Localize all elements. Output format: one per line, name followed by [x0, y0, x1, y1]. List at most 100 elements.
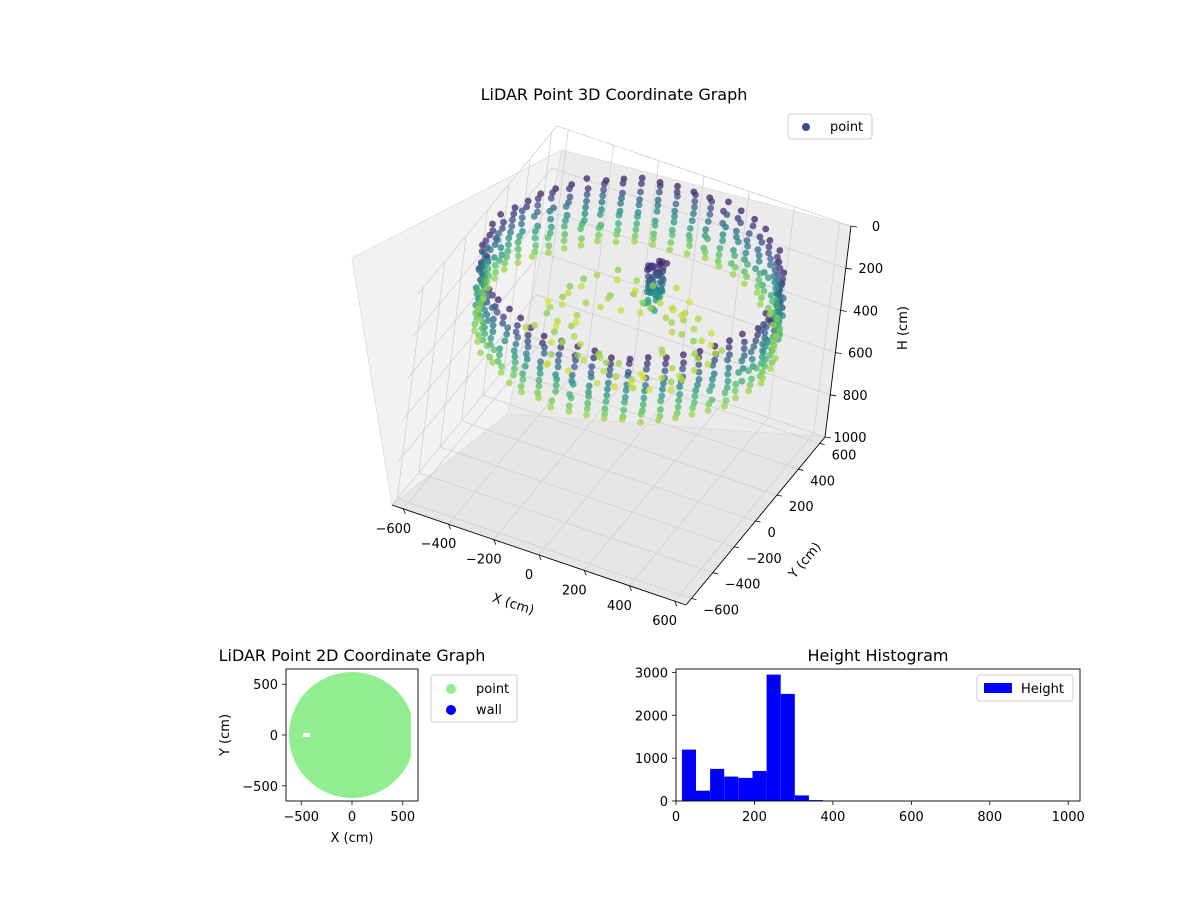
- point-3d: [590, 354, 598, 362]
- point-3d: [534, 389, 541, 397]
- point-3d: [765, 304, 772, 312]
- gridline-y: [439, 235, 467, 447]
- x-tick-label-3d: 0: [525, 568, 533, 583]
- point-3d: [740, 352, 748, 359]
- point-3d: [642, 382, 649, 389]
- x-tick-label-hist: 0: [672, 810, 680, 825]
- legend-2d-wall-label: wall: [476, 703, 502, 718]
- point-3d: [484, 258, 492, 266]
- point-3d: [637, 188, 644, 196]
- point-3d: [562, 203, 570, 210]
- point-3d: [574, 352, 582, 359]
- point-3d: [471, 327, 478, 334]
- point-3d: [569, 380, 577, 388]
- point-3d: [565, 402, 573, 410]
- point-3d: [613, 231, 621, 238]
- point-3d: [738, 377, 746, 385]
- point-3d: [600, 415, 608, 422]
- point-3d: [489, 359, 497, 366]
- y-tick-3d: [712, 572, 718, 575]
- point-3d: [692, 191, 699, 199]
- gridline-y: [396, 287, 424, 499]
- histogram-bar: [724, 776, 739, 801]
- point-3d: [491, 261, 499, 269]
- point-3d: [499, 225, 506, 232]
- point-3d: [722, 397, 730, 404]
- chart-2d-title: LiDAR Point 2D Coordinate Graph: [219, 646, 486, 665]
- point-3d: [555, 351, 563, 359]
- x-tick-label-2d: −500: [283, 810, 319, 825]
- point-3d: [659, 264, 667, 272]
- point-3d: [544, 360, 552, 367]
- point-3d: [672, 200, 680, 208]
- x-tick-3d: [448, 524, 451, 530]
- x-tick-3d: [629, 585, 632, 591]
- point-3d: [584, 185, 592, 193]
- point-3d: [719, 237, 726, 245]
- point-3d: [585, 393, 593, 400]
- point-3d: [688, 217, 696, 225]
- histogram-bar: [738, 777, 753, 801]
- point-3d: [672, 414, 679, 422]
- point-3d: [559, 293, 566, 301]
- point-3d: [596, 353, 604, 361]
- y-tick-3d: [691, 598, 697, 600]
- point-3d: [606, 366, 614, 373]
- point-3d: [755, 258, 763, 265]
- ticks-histogram: 0 200 400 600 800 1000 0 1000 2000 3000: [635, 666, 1085, 825]
- point-3d: [600, 367, 608, 375]
- point-3d: [725, 364, 733, 372]
- point-3d: [726, 351, 733, 358]
- gap-mark-2d: [303, 733, 310, 737]
- point-3d: [504, 324, 511, 332]
- point-3d: [780, 269, 788, 277]
- point-3d: [485, 272, 492, 279]
- point-3d: [638, 180, 645, 188]
- chart-3d: LiDAR Point 3D Coordinate Graph −600 −400…: [351, 85, 911, 629]
- point-3d: [774, 253, 781, 261]
- point-3d: [753, 289, 761, 296]
- point-3d: [547, 403, 555, 411]
- point-3d: [565, 407, 573, 415]
- point-3d: [747, 348, 755, 356]
- point-3d: [604, 385, 611, 393]
- y-tick-label-2d: 500: [253, 678, 278, 693]
- histogram-bar: [710, 768, 725, 801]
- point-3d: [511, 204, 519, 212]
- point-3d: [654, 196, 662, 204]
- point-3d: [742, 249, 750, 257]
- point-3d: [653, 208, 661, 215]
- point-3d: [735, 369, 742, 376]
- point-3d: [779, 312, 786, 320]
- point-3d: [722, 223, 729, 231]
- y-tick-3d: [755, 520, 761, 523]
- x-tick-label-3d: 400: [607, 599, 632, 614]
- y-tick-label-3d: −400: [725, 578, 761, 593]
- point-3d: [627, 380, 635, 388]
- point-3d: [561, 223, 568, 230]
- gridline-z: [417, 125, 558, 295]
- point-3d: [489, 220, 496, 228]
- point-3d: [505, 241, 512, 249]
- point-3d: [573, 311, 581, 319]
- point-3d: [692, 386, 700, 394]
- x-tick-label-3d: 200: [562, 583, 587, 598]
- point-3d: [484, 284, 491, 292]
- point-3d: [695, 376, 703, 383]
- point-3d: [694, 381, 701, 389]
- histogram-bar: [752, 771, 767, 801]
- x-tick-label-2d: 500: [390, 810, 415, 825]
- point-3d: [618, 415, 626, 423]
- legend-3d-label: point: [830, 120, 863, 135]
- point-3d: [562, 217, 569, 224]
- point-3d: [558, 339, 566, 346]
- point-3d: [491, 275, 498, 282]
- point-3d: [511, 359, 519, 366]
- ticks-3d: −600 −400 −200 0 200 400 600 −600 −400 −200 0 200 40…: [375, 220, 883, 629]
- point-3d: [705, 400, 713, 408]
- point-3d: [657, 406, 664, 413]
- point-3d: [608, 354, 615, 362]
- y-tick-label-3d: −200: [746, 552, 782, 567]
- point-3d: [654, 416, 662, 424]
